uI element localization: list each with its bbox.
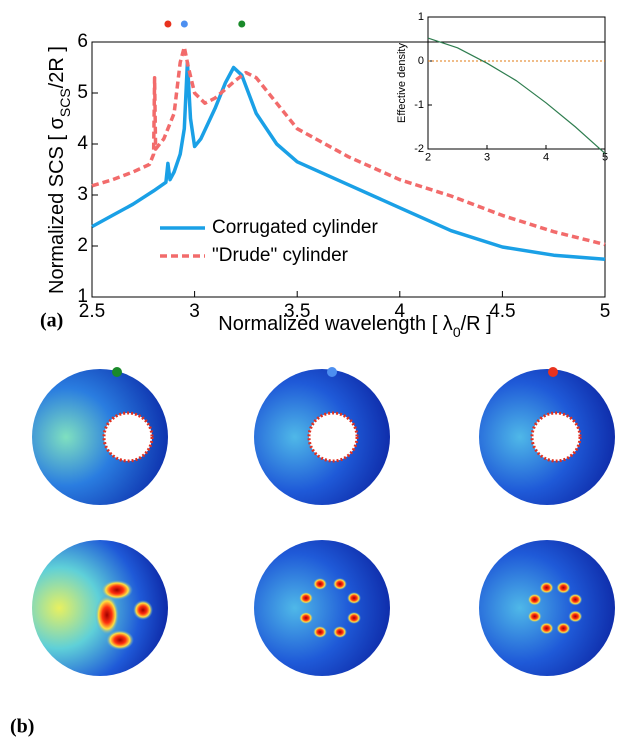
y-tick-label: 6: [77, 31, 88, 52]
field-map: [479, 540, 615, 676]
hotspot: [95, 595, 119, 635]
hotspot: [333, 578, 347, 590]
hotspot: [347, 592, 361, 604]
y-tick-label: 1: [418, 11, 424, 23]
y-tick-label: 2: [77, 235, 88, 256]
x-tick-label: 3: [189, 301, 200, 322]
y-tick-label: 5: [77, 82, 88, 103]
hotspot: [333, 626, 347, 638]
y-tick-label: 0: [418, 55, 424, 67]
field-map-core: [532, 413, 580, 461]
hotspot: [568, 594, 582, 606]
y-tick-label: -2: [414, 143, 424, 155]
legend-label: Corrugated cylinder: [212, 217, 378, 238]
x-tick-label: 2: [425, 152, 431, 164]
hotspot: [528, 594, 542, 606]
field-maps: [32, 369, 615, 676]
wavelength-marker: [238, 21, 245, 28]
hotspot: [556, 582, 570, 594]
field-map-core: [104, 413, 152, 461]
figure: (a) (b) 2.533.544.55123456Normalized wav…: [0, 0, 634, 742]
field-marker: [112, 367, 122, 377]
series-line: [92, 47, 605, 244]
wavelength-marker: [181, 21, 188, 28]
hotspot: [313, 578, 327, 590]
hotspot: [313, 626, 327, 638]
field-marker: [327, 367, 337, 377]
hotspot: [106, 630, 134, 650]
x-tick-label: 5: [602, 152, 608, 164]
axis-label: Normalized wavelength [ λ0/R ]: [218, 313, 491, 339]
x-tick-label: 5: [600, 301, 611, 322]
hotspot: [556, 622, 570, 634]
series-line: [428, 38, 605, 153]
panel-label: (a): [40, 310, 63, 332]
x-tick-label: 4.5: [489, 301, 515, 322]
y-tick-label: -1: [414, 99, 424, 111]
field-map: [254, 540, 390, 676]
axis-label: Normalized SCS [ σSCS/2R ]: [46, 46, 72, 294]
legend-label: "Drude" cylinder: [212, 245, 349, 266]
panel-label: (b): [10, 716, 34, 738]
wavelength-marker: [164, 21, 171, 28]
y-tick-label: 4: [77, 133, 88, 154]
inset-y-label: Effective density: [396, 43, 408, 123]
y-tick-label: 3: [77, 184, 88, 205]
field-marker: [548, 367, 558, 377]
y-tick-label: 1: [77, 286, 88, 307]
hotspot: [299, 592, 313, 604]
x-tick-label: 4: [543, 152, 549, 164]
hotspot: [299, 612, 313, 624]
hotspot: [540, 622, 554, 634]
page: {"chart_data": [ {"type": "line", "xlabe…: [0, 0, 634, 742]
x-tick-label: 3: [484, 152, 490, 164]
field-map-core: [309, 413, 357, 461]
hotspot: [133, 600, 153, 620]
hotspot: [347, 612, 361, 624]
hotspot: [540, 582, 554, 594]
hotspot: [528, 610, 542, 622]
hotspot: [568, 610, 582, 622]
